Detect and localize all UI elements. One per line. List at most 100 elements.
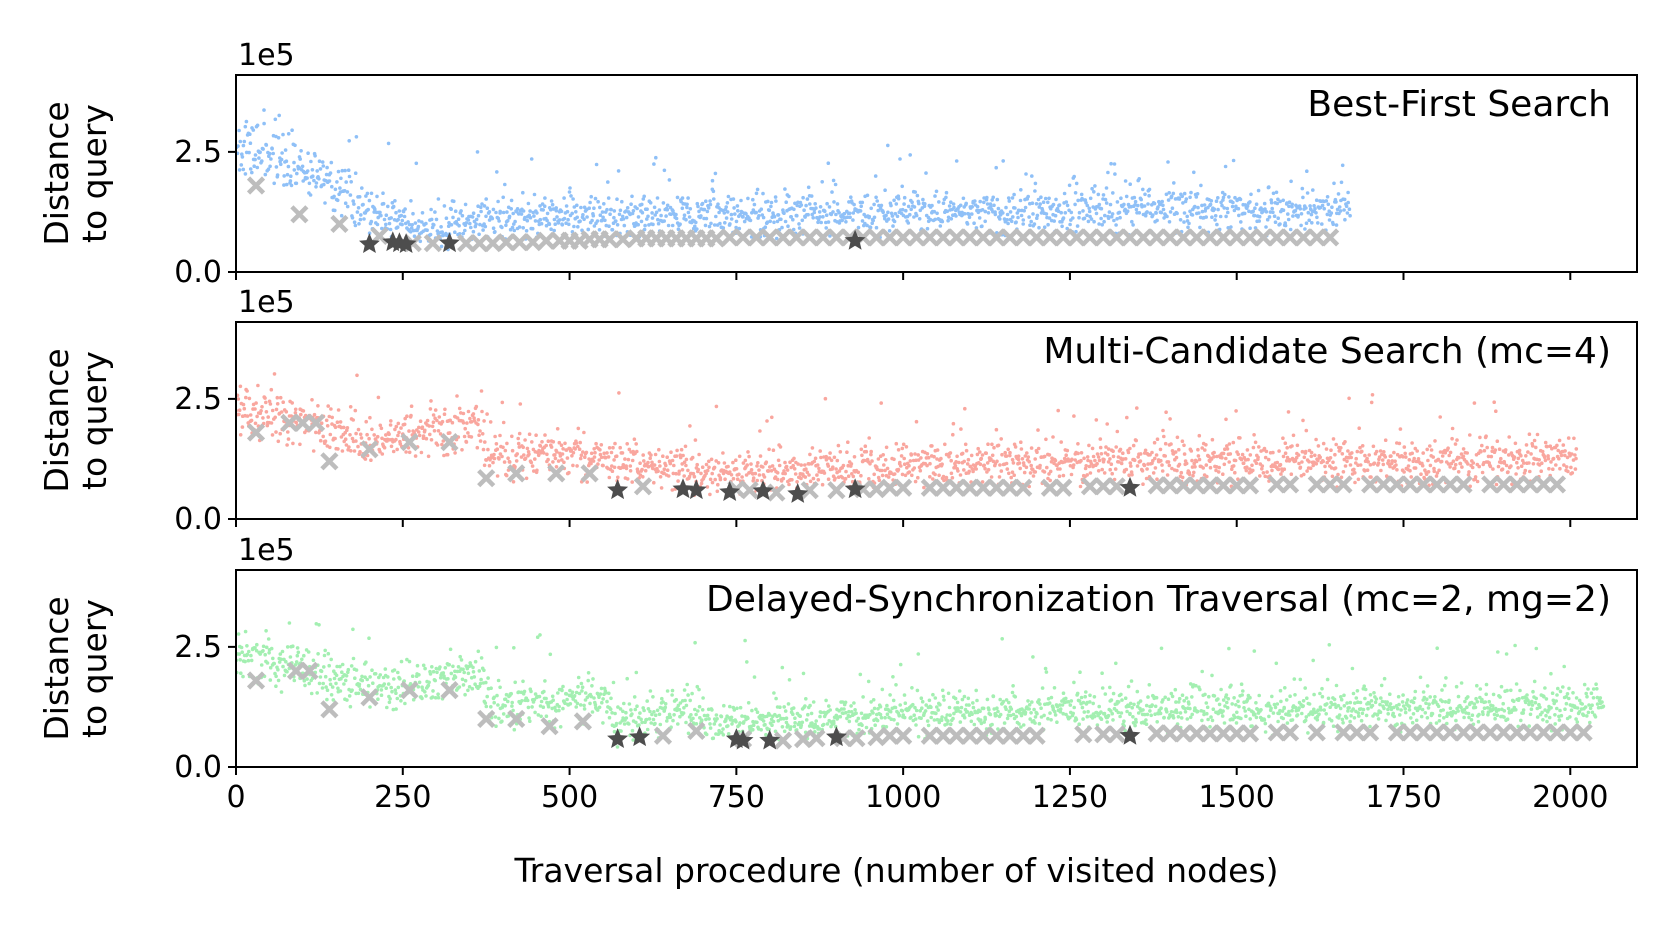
candidate-x-marker — [1494, 475, 1513, 494]
visited-point — [1276, 216, 1280, 220]
visited-point — [757, 468, 761, 472]
visited-point — [437, 415, 442, 419]
visited-point — [350, 216, 355, 220]
visited-point — [1151, 471, 1156, 475]
visited-point — [937, 200, 941, 204]
visited-point — [842, 211, 847, 216]
visited-point — [1008, 450, 1012, 455]
visited-point — [914, 458, 918, 463]
candidate-x-marker — [246, 423, 266, 442]
visited-point — [780, 665, 785, 670]
visited-point — [1439, 459, 1444, 464]
visited-point — [766, 469, 771, 473]
visited-point — [286, 430, 290, 434]
visited-point — [512, 646, 516, 650]
visited-point — [299, 149, 303, 153]
visited-point — [433, 696, 438, 700]
visited-point — [367, 231, 372, 235]
visited-point — [652, 162, 656, 166]
visited-point — [546, 457, 550, 462]
visited-point — [1008, 453, 1012, 458]
visited-point — [1004, 205, 1008, 210]
visited-point — [612, 729, 617, 734]
visited-point — [1170, 449, 1175, 453]
visited-point — [972, 221, 976, 225]
visited-point — [946, 218, 950, 223]
visited-point — [1175, 468, 1179, 473]
visited-point — [309, 691, 314, 696]
visited-point — [1009, 475, 1013, 480]
visited-point — [862, 458, 867, 463]
visited-point — [317, 159, 322, 163]
visited-point — [410, 674, 415, 678]
visited-point — [1282, 467, 1287, 472]
visited-point — [1354, 461, 1358, 465]
visited-point — [899, 454, 904, 458]
visited-point — [915, 688, 920, 693]
visited-point — [992, 445, 996, 450]
visited-point — [399, 659, 404, 664]
visited-point — [268, 402, 273, 406]
visited-point — [1345, 459, 1349, 464]
candidate-x-marker — [320, 452, 339, 471]
visited-point — [1139, 197, 1143, 202]
visited-point — [1089, 462, 1094, 466]
visited-point — [693, 438, 698, 442]
visited-point — [1121, 451, 1125, 456]
visited-point — [1143, 448, 1148, 453]
visited-point — [808, 452, 812, 457]
visited-point — [724, 216, 729, 220]
candidate-x-marker — [1334, 475, 1353, 494]
candidate-x-marker — [537, 231, 556, 250]
candidate-x-marker — [747, 228, 766, 247]
visited-point — [1188, 209, 1192, 214]
visited-point — [809, 711, 814, 716]
candidate-x-marker — [1427, 475, 1446, 494]
visited-point — [375, 222, 380, 227]
visited-point — [339, 435, 344, 439]
visited-point — [1205, 474, 1209, 479]
visited-point — [901, 442, 906, 447]
visited-point — [710, 471, 714, 476]
visited-point — [1278, 222, 1282, 226]
visited-point — [601, 463, 605, 468]
visited-point — [879, 401, 883, 405]
visited-point — [322, 665, 326, 669]
visited-point — [1304, 221, 1309, 225]
visited-point — [555, 450, 559, 454]
visited-point — [542, 204, 547, 208]
visited-point — [859, 473, 863, 478]
visited-point — [445, 452, 450, 457]
visited-point — [602, 451, 606, 456]
visited-point — [657, 208, 662, 212]
visited-point — [660, 696, 664, 701]
visited-point — [457, 685, 462, 689]
visited-point — [478, 222, 482, 227]
visited-point — [954, 214, 958, 218]
visited-point — [977, 216, 982, 220]
visited-point — [1450, 426, 1455, 431]
visited-point — [541, 451, 546, 455]
visited-point — [506, 456, 510, 461]
visited-point — [990, 453, 995, 458]
visited-point — [267, 399, 272, 404]
visited-point — [816, 220, 820, 225]
visited-point — [1062, 191, 1067, 196]
visited-point — [946, 719, 950, 723]
visited-point — [507, 214, 512, 219]
visited-point — [1542, 455, 1547, 460]
visited-point — [612, 209, 617, 213]
visited-point — [691, 716, 695, 721]
visited-point — [1212, 455, 1216, 459]
visited-point — [1363, 453, 1367, 458]
visited-point — [1266, 457, 1271, 462]
visited-point — [1169, 194, 1174, 199]
visited-point — [1042, 225, 1047, 229]
visited-point — [1019, 213, 1024, 218]
visited-point — [1311, 188, 1315, 192]
visited-point — [932, 209, 937, 214]
result-markers — [607, 476, 1141, 503]
visited-point — [904, 208, 908, 213]
visited-point — [550, 706, 554, 711]
visited-point — [531, 210, 535, 215]
